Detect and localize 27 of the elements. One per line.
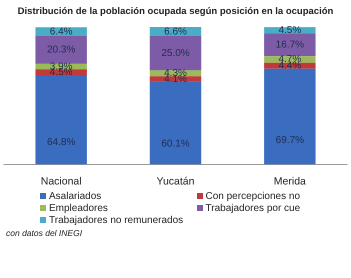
bar <box>35 36 87 64</box>
x-tick-label: Yucatán <box>156 176 195 188</box>
data-label: 69.7% <box>276 135 304 146</box>
legend-label: Asalariados <box>48 191 102 202</box>
x-tick-label: Nacional <box>40 176 82 188</box>
chart-title: Distribución de la población ocupada según posición en la ocupación <box>16 6 334 17</box>
data-label: 64.8% <box>46 136 76 148</box>
bar <box>264 68 316 164</box>
data-label: 4.5% <box>278 24 302 36</box>
text: con datos del INEGI <box>6 228 84 238</box>
data-label: 16.7% <box>276 40 304 51</box>
data-label: 6.4% <box>50 26 73 38</box>
legend-label: Empleadores <box>48 203 109 214</box>
legend-label: Con percepciones no <box>204 191 302 202</box>
bar <box>150 36 202 70</box>
bar <box>35 75 87 164</box>
data-label: 4.4% <box>278 60 302 72</box>
data-label: 6.6% <box>164 26 188 38</box>
legend-label: Trabajadores por cue <box>204 203 302 214</box>
legend-label: Trabajadores no remunerados <box>48 215 184 226</box>
data-label: 60.1% <box>161 138 190 150</box>
data-label: 25.0% <box>161 48 190 59</box>
bar <box>150 82 202 164</box>
x-tick-label: Merida <box>274 176 306 188</box>
data-label: 20.3% <box>46 44 76 56</box>
bar <box>264 33 316 56</box>
data-label: 4.1% <box>164 74 188 85</box>
